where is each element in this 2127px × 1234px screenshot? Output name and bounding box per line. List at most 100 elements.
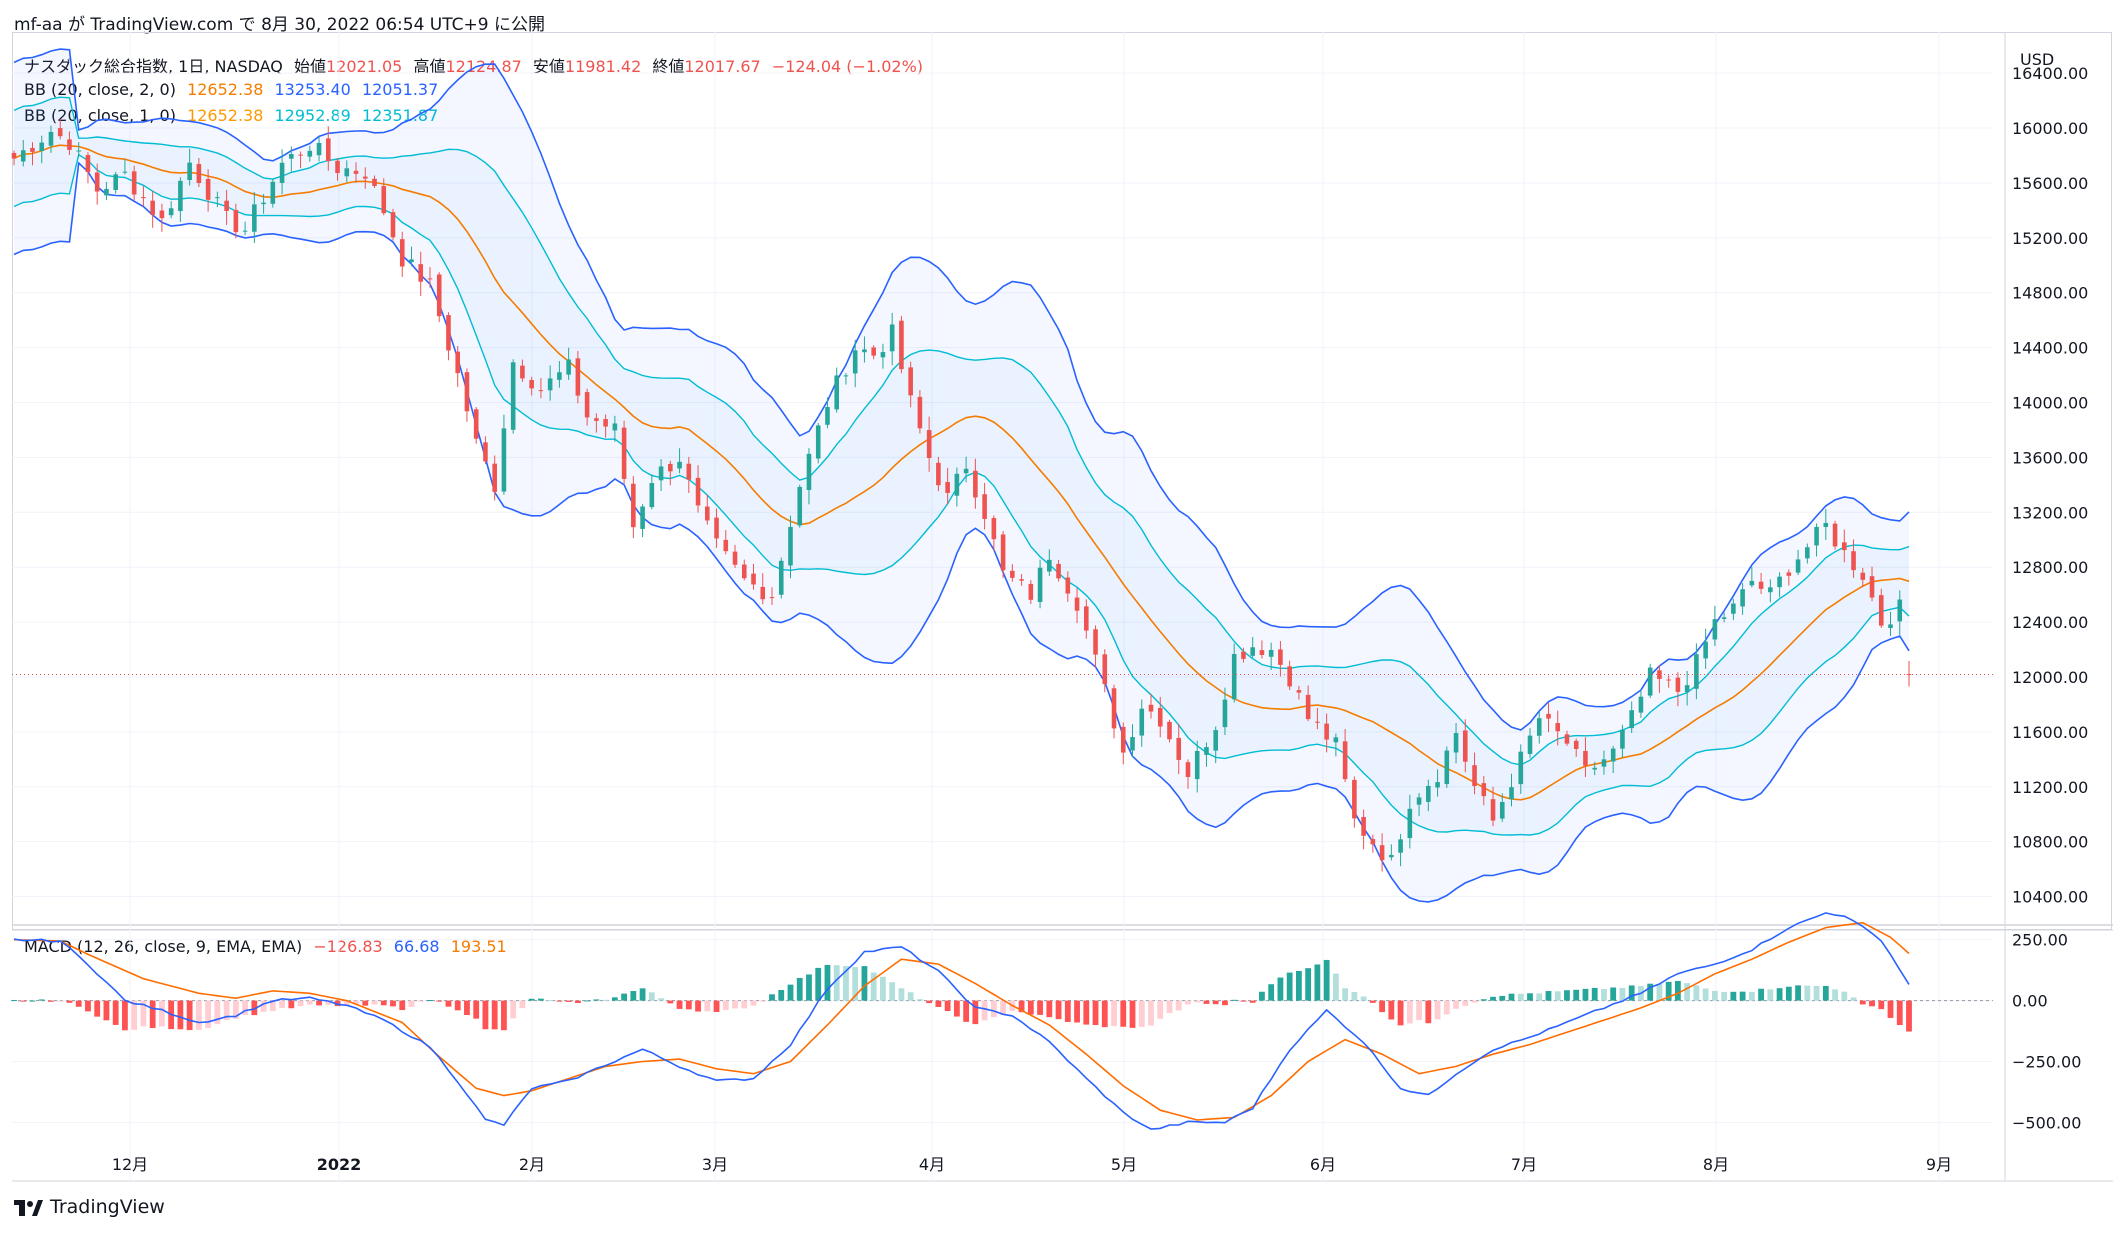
macd-histogram-bar	[685, 1000, 692, 1010]
candle-body	[57, 128, 63, 137]
candle-body	[1832, 523, 1838, 547]
macd-histogram-bar	[334, 1000, 341, 1007]
macd-histogram-bar	[1767, 989, 1774, 1001]
macd-histogram-bar	[898, 988, 905, 1001]
macd-histogram-bar	[1859, 1000, 1866, 1005]
candle-body	[575, 358, 581, 396]
candle-body	[1712, 619, 1718, 640]
candle-body	[1851, 551, 1856, 571]
macd-histogram-bar	[1416, 1000, 1422, 1021]
candle-body	[899, 320, 904, 370]
candle-body	[1629, 710, 1634, 729]
macd-line-value: 66.68	[393, 937, 440, 956]
macd-histogram-bar	[408, 1000, 415, 1007]
candle-body	[1352, 779, 1357, 819]
price-tick-label: 10400.00	[2012, 888, 2088, 907]
macd-histogram-bar	[658, 998, 664, 1001]
candle-body	[1148, 704, 1154, 712]
candle-body	[1426, 785, 1431, 802]
macd-histogram-bar	[1508, 993, 1515, 1001]
macd-histogram-bar	[1647, 983, 1654, 1001]
macd-histogram-bar	[1702, 988, 1709, 1001]
candle-body	[1305, 694, 1311, 720]
macd-signal-line	[13, 921, 1910, 1121]
price-plot	[11, 48, 1993, 903]
candle-body	[520, 365, 525, 379]
low-label: 安値	[532, 57, 565, 76]
candle-body	[926, 430, 932, 459]
candle-body	[390, 212, 396, 238]
macd-histogram-bar	[1619, 987, 1626, 1001]
axes: 16400.00 16000.00 15600.00 15200.00 14800.00…	[112, 64, 2089, 1174]
candle-body	[584, 392, 590, 418]
macd-histogram-bar	[1601, 989, 1607, 1001]
candle-body	[1037, 567, 1043, 602]
candle-body	[594, 418, 599, 421]
macd-histogram-bar	[482, 1000, 489, 1030]
candle-body	[1000, 534, 1006, 571]
macd-histogram-bar	[1832, 989, 1838, 1001]
macd-histogram-bar	[1684, 983, 1691, 1001]
bb1-basis: 12652.38	[187, 106, 264, 125]
candle-body	[298, 154, 303, 156]
macd-histogram-bar	[473, 1000, 480, 1019]
bb2-legend[interactable]: BB (20, close, 2, 0) 12652.38 13253.40 1…	[24, 80, 444, 99]
macd-name: MACD (12, 26, close, 9, EMA, EMA)	[24, 937, 303, 956]
candle-body	[1444, 750, 1450, 785]
macd-histogram-bar	[1268, 984, 1275, 1001]
macd-histogram-bar	[454, 1000, 461, 1011]
macd-legend[interactable]: MACD (12, 26, close, 9, EMA, EMA) −126.8…	[24, 937, 513, 956]
candle-body	[85, 155, 91, 173]
candle-body	[427, 278, 433, 280]
candle-body	[510, 362, 516, 430]
candle-body	[11, 152, 17, 159]
macd-histogram-bar	[574, 1000, 581, 1004]
candle-body	[862, 349, 867, 353]
bb2-lower-line	[13, 161, 1910, 903]
macd-histogram-bar	[112, 1000, 119, 1025]
candle-body	[1869, 576, 1875, 598]
candle-body	[325, 138, 331, 162]
candle-body	[1841, 542, 1847, 551]
macd-histogram-bar	[1111, 1000, 1117, 1027]
candle-body	[1740, 589, 1745, 607]
macd-histogram-bar	[57, 1000, 64, 1002]
macd-histogram-bar	[1628, 985, 1635, 1001]
macd-histogram-bar	[371, 1000, 378, 1005]
candle-body	[1536, 718, 1542, 736]
candle-body	[1379, 845, 1385, 861]
macd-histogram-bar	[1850, 997, 1857, 1001]
macd-histogram-bar	[1092, 1000, 1099, 1026]
candle-body	[446, 315, 451, 351]
bb1-legend[interactable]: BB (20, close, 1, 0) 12652.38 12952.89 1…	[24, 106, 444, 125]
macd-histogram-bar	[1129, 1000, 1136, 1028]
macd-histogram-bar	[1748, 991, 1755, 1001]
candle-body	[1407, 808, 1413, 839]
symbol-title[interactable]: ナスダック総合指数, 1日, NASDAQ	[24, 57, 283, 76]
macd-histogram-bar	[1490, 996, 1496, 1001]
macd-histogram-bar	[1332, 973, 1339, 1001]
macd-histogram-bar	[38, 999, 45, 1001]
candle-body	[1268, 649, 1274, 657]
macd-histogram-bar	[907, 992, 914, 1001]
macd-histogram-bar	[195, 1000, 202, 1030]
macd-histogram-bar	[131, 1000, 138, 1030]
candle-body	[205, 178, 211, 200]
candle-body	[436, 274, 442, 317]
candle-body	[704, 506, 710, 521]
macd-histogram-bar	[186, 1000, 193, 1031]
macd-histogram-bar	[722, 1000, 729, 1010]
candle-body	[1814, 526, 1819, 546]
candle-body	[1333, 737, 1339, 743]
candle-body	[316, 142, 322, 156]
macd-histogram-bar	[713, 1000, 720, 1013]
macd-histogram-bar	[1277, 977, 1284, 1001]
macd-histogram-bar	[1656, 983, 1663, 1001]
candle-body	[741, 564, 747, 579]
macd-histogram-bar	[843, 966, 849, 1001]
candle-body	[843, 375, 849, 377]
macd-histogram-bar	[85, 1000, 91, 1012]
tradingview-logo-icon	[14, 1200, 43, 1216]
macd-histogram-bar	[1878, 1000, 1885, 1010]
